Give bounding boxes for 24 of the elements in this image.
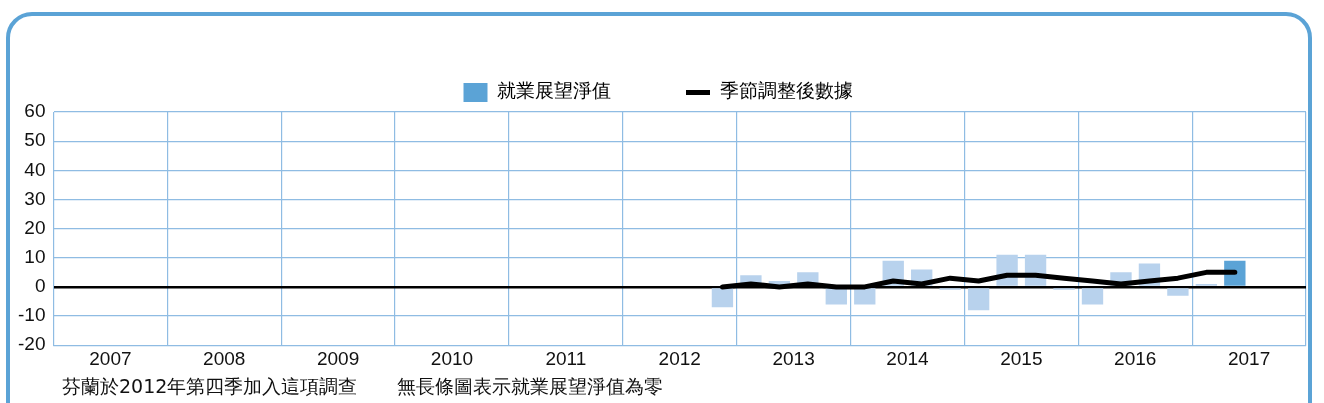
legend-label: 就業展望淨值: [497, 79, 611, 102]
y-tick-label: 40: [24, 158, 46, 180]
x-tick-label: 2012: [658, 347, 701, 369]
x-tick-label: 2008: [203, 347, 246, 369]
text: 芬蘭於2012年第四季加入這項調查: [62, 375, 358, 397]
y-tick-label: 0: [34, 275, 46, 297]
y-tick-label: 30: [24, 187, 46, 209]
x-tick-label: 2015: [1000, 347, 1043, 369]
x-tick-label: 2010: [430, 347, 474, 369]
y-tick-label: 50: [24, 129, 46, 151]
y-tick-label: 20: [24, 216, 46, 238]
x-tick-label: 2014: [886, 347, 930, 369]
x-tick-label: 2007: [89, 347, 132, 369]
y-tick-label: -20: [17, 333, 46, 355]
y-tick-label: 10: [24, 245, 46, 267]
x-tick-label: 2017: [1227, 347, 1271, 369]
x-tick-label: 2009: [316, 347, 360, 369]
text: 無長條圖表示就業展望淨值為零: [397, 375, 664, 397]
x-tick-label: 2011: [545, 347, 587, 369]
legend-label: 季節調整後數據: [719, 79, 853, 102]
y-tick-label: 60: [24, 100, 46, 122]
x-tick-label: 2013: [772, 347, 815, 369]
x-tick-label: 2016: [1114, 347, 1157, 369]
y-tick-label: -10: [17, 304, 46, 326]
